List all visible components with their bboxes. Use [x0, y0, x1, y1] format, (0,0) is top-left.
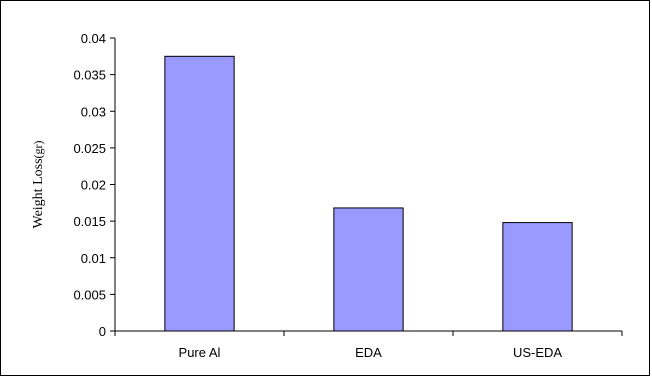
- y-tick-label: 0.01: [81, 251, 106, 266]
- y-tick-label: 0.025: [73, 141, 106, 156]
- y-axis-title-unit: (gr): [31, 140, 45, 158]
- y-tick-label: 0.015: [73, 214, 106, 229]
- y-tick-label: 0.03: [81, 104, 106, 119]
- y-axis-title: Weight Loss(gr): [31, 140, 46, 228]
- y-axis-title-text: Weight Loss: [31, 158, 46, 228]
- bar: [333, 207, 404, 332]
- bar: [502, 222, 573, 332]
- x-ticks-group: Pure Al EDA US-EDA: [114, 331, 623, 360]
- y-tick-label: 0: [99, 324, 106, 339]
- y-tick-label: 0.005: [73, 287, 106, 302]
- y-ticks-group: 0 0.005 0.01 0.015 0.02 0.025 0.03 0.035 0.04: [73, 31, 115, 339]
- bars-group: [164, 55, 573, 332]
- y-tick-label: 0.035: [73, 68, 106, 83]
- y-tick-label: 0.02: [81, 178, 106, 193]
- y-tick-label: 0.04: [81, 31, 106, 46]
- bar: [164, 55, 235, 332]
- x-tick-label: US-EDA: [513, 345, 562, 360]
- x-tick-label: Pure Al: [179, 345, 221, 360]
- x-tick-label: EDA: [355, 345, 382, 360]
